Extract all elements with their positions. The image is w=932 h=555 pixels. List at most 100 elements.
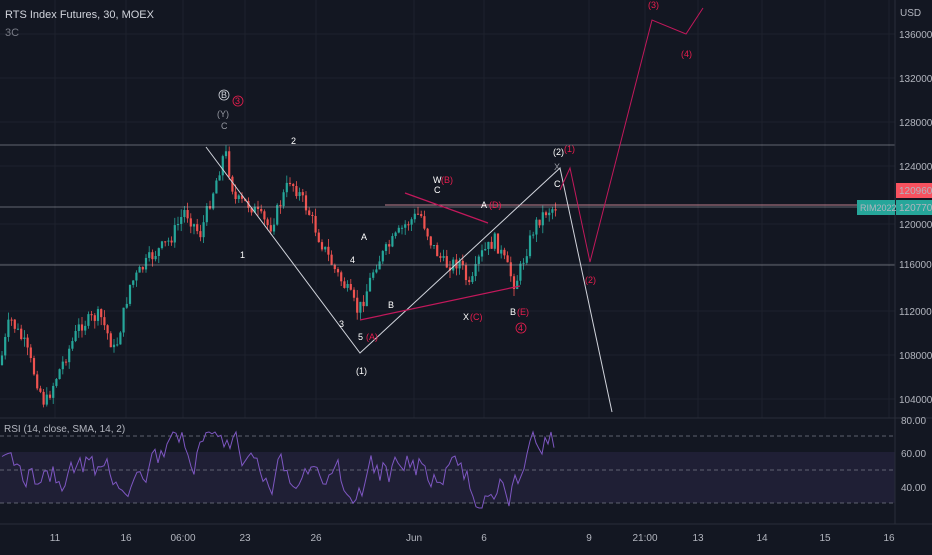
candle-body	[410, 219, 413, 225]
wave-label-a-mid: A	[361, 232, 367, 242]
candle-body	[308, 210, 311, 215]
wave-label-circle	[232, 95, 244, 107]
time-tick-label: 14	[756, 533, 768, 544]
price-tick-label: 124000	[899, 162, 932, 173]
contract-text: RIM2022	[860, 203, 897, 213]
candle-body	[432, 245, 436, 247]
wave-label-red-b: (B)	[441, 175, 453, 185]
candle-body	[135, 272, 138, 281]
wave-label-5: 5	[358, 332, 363, 342]
price-axis[interactable]: 136000 132000 128000 124000 120000 116000 1120…	[894, 0, 932, 524]
candle-body	[439, 256, 442, 258]
white-zigzag-path[interactable]	[205, 146, 613, 413]
candle-body	[183, 210, 186, 218]
rsi-band	[0, 452, 895, 503]
candle-body	[426, 228, 429, 237]
candle-body	[80, 324, 84, 331]
candle-body	[471, 276, 474, 283]
candle-body	[368, 277, 372, 292]
wave-label-c-mid: C	[434, 185, 441, 195]
rsi-line	[1, 430, 555, 509]
candle-body	[301, 192, 304, 196]
candle-body	[52, 385, 55, 398]
candle-body	[500, 249, 503, 254]
candle-body	[212, 193, 215, 209]
candle-body	[295, 185, 298, 197]
red-projection-path[interactable]	[559, 7, 704, 263]
candle-body	[128, 284, 132, 304]
candle-body	[442, 256, 445, 258]
wave-label-red-c: (C)	[470, 312, 483, 322]
candle-body	[282, 192, 285, 207]
candle-body	[154, 255, 157, 260]
time-tick-label: 15	[819, 533, 831, 544]
candle-body	[532, 234, 535, 236]
triangle-upper-line[interactable]	[404, 192, 489, 224]
time-tick-label: 26	[310, 533, 322, 544]
price-tick-label: 112000	[899, 307, 932, 318]
contract-badge: RIM2022	[857, 200, 897, 215]
candle-body	[231, 176, 234, 192]
symbol-title[interactable]: RTS Index Futures, 30, MOEX	[5, 9, 154, 21]
candle-body	[346, 284, 349, 288]
candle-body	[375, 269, 378, 273]
candle-body	[32, 358, 36, 375]
triangle-lower-line[interactable]	[359, 285, 521, 321]
candle-body	[237, 195, 240, 200]
candle-body	[298, 192, 301, 197]
candle-body	[138, 266, 141, 273]
wave-label-x-small: X	[554, 162, 560, 172]
candle-body	[288, 182, 292, 185]
candle-body	[16, 328, 20, 330]
candle-body	[519, 263, 522, 281]
wave-label-circle	[218, 89, 230, 101]
rsi-panel[interactable]	[0, 417, 932, 524]
grid	[0, 0, 895, 524]
candle-body	[468, 280, 471, 283]
candle-body	[42, 391, 45, 405]
price-tick-label: 120000	[899, 220, 932, 231]
time-axis[interactable]: 11 16 06:00 23 26 Jun 6 9 21:00 13 14 15 16	[0, 523, 932, 544]
candle-body	[551, 209, 554, 213]
candle-body	[461, 260, 464, 266]
candle-body	[148, 252, 151, 258]
candle-body	[240, 195, 244, 199]
time-tick-label: 06:00	[170, 533, 195, 544]
candle-body	[359, 301, 362, 313]
candle-body	[48, 394, 52, 398]
candle-body	[272, 224, 276, 232]
candle-body	[506, 255, 509, 263]
wave-label-red-2: (2)	[585, 275, 596, 285]
candle-body	[141, 266, 144, 270]
candle-body	[116, 344, 119, 346]
candle-body	[199, 231, 202, 238]
candle-body	[480, 250, 484, 257]
last-price-badge: 120770	[896, 200, 932, 215]
candle-body	[0, 355, 4, 365]
candle-body	[416, 213, 420, 215]
wave-label-red-1: (1)	[564, 144, 575, 154]
candle-body	[71, 341, 74, 349]
candle-body	[96, 309, 100, 321]
candle-body	[186, 210, 189, 219]
candle-body	[221, 156, 224, 176]
candle-body	[87, 314, 90, 326]
candle-body	[189, 218, 192, 227]
price-tick-label: 128000	[899, 118, 932, 129]
candle-body	[314, 215, 317, 233]
candle-body	[164, 241, 167, 243]
candle-body	[64, 361, 68, 363]
candle-body	[109, 333, 112, 348]
indicator-label[interactable]: 3C	[5, 27, 20, 39]
candle-body	[90, 314, 93, 316]
high-price-text: 120960	[899, 186, 932, 197]
rsi-title[interactable]: RSI (14, close, SMA, 14, 2)	[4, 424, 126, 435]
candle-body	[196, 224, 199, 232]
candle-body	[538, 219, 541, 226]
wave-label-top-b: B	[221, 90, 227, 100]
candle-body	[234, 191, 237, 200]
wave-label-y: (Y)	[217, 109, 229, 119]
time-tick-label: 21:00	[632, 533, 657, 544]
